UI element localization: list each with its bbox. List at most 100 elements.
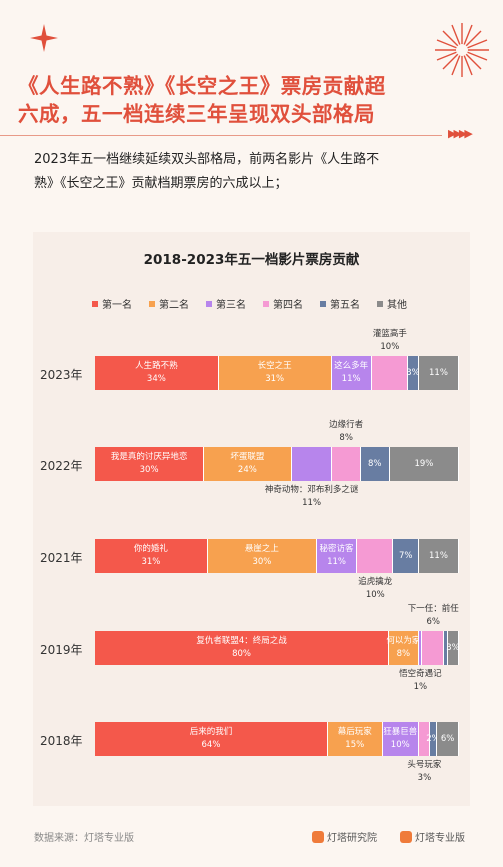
annotation-value: 10% — [380, 342, 400, 352]
bar-segment — [418, 722, 430, 756]
brand-label: 灯塔研究院 — [327, 833, 377, 844]
bar-segment: 2% — [426, 722, 440, 756]
annotation-value: 10% — [365, 590, 385, 600]
bar-segment: 人生路不熟 34% — [95, 356, 219, 390]
bar-segment: 坏蛋联盟 24% — [204, 447, 292, 481]
bar-segment: 后来的我们 64% — [95, 722, 328, 756]
segment-value: 30% — [139, 465, 159, 475]
year-label: 2021年 — [40, 551, 83, 565]
bar-segment — [331, 447, 361, 481]
legend-item-rank2: 第二名 — [149, 296, 189, 311]
segment-value: 19% — [414, 458, 434, 469]
annotation-film: 追虎擒龙 — [358, 577, 393, 587]
page-title: 《人生路不熟》《长空之王》票房贡献超 六成，五一档连续三年呈现双头部格局 — [18, 74, 386, 126]
segment-film: 秘密访客 — [319, 544, 354, 554]
bar-segment: 6% — [437, 722, 459, 756]
annotation-film: 悟空奇遇记 — [399, 669, 442, 679]
segment-value: 34% — [146, 374, 166, 384]
segment-annotation: 灌篮高手 10% — [330, 328, 450, 354]
bar-segment: 狂暴巨兽 10% — [382, 722, 419, 756]
segment-value: 64% — [201, 740, 221, 750]
legend-swatch — [320, 301, 326, 307]
lighthouse-icon — [400, 831, 412, 843]
segment-value: 11% — [429, 550, 448, 561]
segment-value: 11% — [429, 367, 448, 378]
bar-segment — [418, 631, 423, 665]
segment-value: 11% — [327, 557, 346, 567]
segment-value: 24% — [237, 465, 257, 475]
lighthouse-icon — [312, 831, 324, 843]
bar-segment: 秘密访客 11% — [317, 539, 358, 573]
segment-value: 8% — [396, 649, 411, 659]
segment-film: 悬崖之上 — [244, 544, 279, 554]
segment-value: 80% — [232, 649, 252, 659]
segment-value: 10% — [390, 740, 410, 750]
chart-title: 2018-2023年五一档影片票房贡献 — [143, 252, 360, 268]
annotation-value: 6% — [426, 617, 441, 627]
legend-item-other: 其他 — [377, 296, 407, 311]
page-subtitle: 2023年五一档继续延续双头部格局，前两名影片《人生路不 熟》《长空之王》贡献档… — [34, 152, 380, 191]
data-source: 数据来源：灯塔专业版 — [34, 833, 134, 844]
segment-value: 2% — [426, 733, 440, 744]
segment-annotation: 神奇动物：邓布利多之谜 11% — [252, 484, 372, 510]
segment-film: 复仇者联盟4：终局之战 — [196, 636, 287, 646]
segment-annotation: 悟空奇遇记 1% — [360, 668, 480, 694]
legend-item-rank1: 第一名 — [92, 296, 132, 311]
bar-segment: 8% — [360, 447, 390, 481]
bar-segment: 3% — [446, 631, 460, 665]
sparkle-icon — [30, 24, 58, 52]
legend-item-rank3: 第三名 — [206, 296, 246, 311]
bar-segment: 3% — [406, 356, 420, 390]
bar-segment — [444, 631, 448, 665]
segment-value: 3% — [406, 367, 420, 378]
bar-segment: 你的婚礼 31% — [95, 539, 208, 573]
segment-value: 3% — [446, 642, 460, 653]
segment-value: 31% — [141, 557, 161, 567]
segment-film: 狂暴巨兽 — [383, 727, 418, 737]
annotation-film: 头号玩家 — [407, 760, 442, 770]
bar-segment: 7% — [393, 539, 419, 573]
legend-label: 第三名 — [216, 300, 246, 311]
bar-segment: 19% — [389, 447, 459, 481]
segment-film: 何以为家 — [386, 636, 421, 646]
segment-value: 31% — [265, 374, 285, 384]
legend-label: 第二名 — [159, 300, 189, 311]
divider — [0, 135, 442, 136]
bar-segment — [291, 447, 332, 481]
segment-annotation: 边缘行者 8% — [286, 419, 406, 445]
bar-segment: 何以为家 8% — [386, 631, 421, 665]
legend-label: 其他 — [387, 300, 407, 311]
legend-swatch — [206, 301, 212, 307]
bar-segment: 复仇者联盟4：终局之战 80% — [95, 631, 390, 665]
segment-value: 7% — [398, 550, 413, 561]
annotation-film: 灌篮高手 — [372, 329, 407, 339]
brand-research: 灯塔研究院 — [312, 829, 377, 844]
segment-annotation: 追虎擒龙 10% — [315, 576, 435, 602]
bar-segment: 幕后玩家 15% — [327, 722, 383, 756]
firework-icon — [435, 23, 489, 77]
bar-segment: 我是真的讨厌异地恋 30% — [95, 447, 205, 481]
bar-segment: 长空之王 31% — [218, 356, 332, 390]
segment-value: 6% — [440, 733, 455, 744]
bar-segment — [422, 631, 445, 665]
annotation-value: 3% — [417, 773, 432, 783]
segment-value: 11% — [341, 374, 361, 384]
segment-film: 我是真的讨厌异地恋 — [110, 452, 188, 462]
annotation-value: 11% — [302, 498, 322, 508]
brand-label: 灯塔专业版 — [415, 833, 465, 844]
segment-film: 幕后玩家 — [337, 727, 372, 737]
segment-value: 30% — [252, 557, 272, 567]
legend-swatch — [92, 301, 98, 307]
segment-film: 你的婚礼 — [133, 544, 168, 554]
segment-film: 人生路不熟 — [135, 361, 178, 371]
year-label: 2023年 — [40, 368, 83, 382]
year-label: 2019年 — [40, 643, 83, 657]
segment-annotation: 下一任：前任 6% — [373, 603, 493, 629]
legend-label: 第五名 — [330, 300, 360, 311]
legend-label: 第一名 — [102, 300, 132, 311]
legend-label: 第四名 — [273, 300, 303, 311]
arrows-icon: ▶▶▶▶ — [448, 127, 473, 140]
bar-segment: 11% — [418, 356, 459, 390]
legend-item-rank4: 第四名 — [263, 296, 303, 311]
segment-value: 8% — [368, 458, 382, 469]
